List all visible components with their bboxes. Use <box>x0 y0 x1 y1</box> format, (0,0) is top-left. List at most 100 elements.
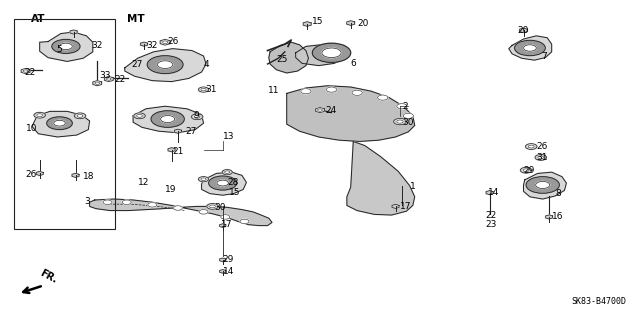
Text: FR.: FR. <box>38 268 59 285</box>
Circle shape <box>163 41 168 44</box>
Polygon shape <box>296 44 349 66</box>
Circle shape <box>352 90 362 95</box>
Text: 3: 3 <box>84 197 90 206</box>
Text: 4: 4 <box>204 60 209 69</box>
Text: 7: 7 <box>541 52 547 61</box>
Text: 22: 22 <box>24 68 36 76</box>
Text: 9: 9 <box>193 111 199 120</box>
Text: 19: 19 <box>165 185 177 194</box>
Text: 18: 18 <box>83 172 95 181</box>
Circle shape <box>173 206 182 210</box>
Circle shape <box>322 48 341 58</box>
Text: 30: 30 <box>214 203 226 212</box>
Circle shape <box>524 45 536 51</box>
Text: 22: 22 <box>485 211 497 220</box>
Circle shape <box>199 210 208 214</box>
Text: 1: 1 <box>410 182 415 191</box>
Polygon shape <box>21 68 30 74</box>
Text: 28: 28 <box>227 178 239 187</box>
Circle shape <box>122 200 131 204</box>
Polygon shape <box>303 22 311 26</box>
Text: 21: 21 <box>173 147 184 156</box>
Circle shape <box>60 43 72 50</box>
Circle shape <box>317 109 323 111</box>
Polygon shape <box>125 49 206 82</box>
Circle shape <box>221 215 230 219</box>
Circle shape <box>148 203 157 207</box>
Polygon shape <box>220 269 226 273</box>
Circle shape <box>397 104 407 109</box>
Circle shape <box>195 116 200 118</box>
Text: 29: 29 <box>524 166 535 175</box>
Circle shape <box>538 156 543 159</box>
Polygon shape <box>269 42 308 73</box>
Polygon shape <box>316 108 324 113</box>
Circle shape <box>23 70 28 72</box>
Text: 5: 5 <box>56 45 62 54</box>
Text: 6: 6 <box>351 59 356 68</box>
Circle shape <box>397 120 403 123</box>
Text: 22: 22 <box>114 75 125 84</box>
Text: 32: 32 <box>91 41 102 50</box>
Circle shape <box>515 40 545 56</box>
Circle shape <box>47 117 72 130</box>
Circle shape <box>36 114 42 117</box>
Circle shape <box>137 115 143 117</box>
Circle shape <box>191 114 203 120</box>
Circle shape <box>394 118 406 125</box>
Text: 14: 14 <box>488 188 499 197</box>
Polygon shape <box>347 21 355 25</box>
Text: 26: 26 <box>168 37 179 46</box>
Circle shape <box>225 171 230 173</box>
Circle shape <box>523 169 529 172</box>
Circle shape <box>207 204 218 209</box>
Polygon shape <box>486 191 493 195</box>
Text: 27: 27 <box>131 60 143 68</box>
Circle shape <box>525 144 537 149</box>
Circle shape <box>378 95 388 100</box>
Polygon shape <box>545 215 553 219</box>
Polygon shape <box>93 81 102 86</box>
Text: SK83-B4700D: SK83-B4700D <box>571 297 626 306</box>
Circle shape <box>106 78 111 80</box>
Polygon shape <box>174 129 182 133</box>
Circle shape <box>222 170 232 175</box>
Circle shape <box>326 87 337 92</box>
Text: 15: 15 <box>229 188 241 197</box>
Text: 23: 23 <box>485 220 497 229</box>
Polygon shape <box>202 172 246 195</box>
Polygon shape <box>168 148 175 152</box>
Circle shape <box>147 56 183 74</box>
Text: 31: 31 <box>205 85 216 94</box>
Polygon shape <box>140 42 148 46</box>
Circle shape <box>536 181 550 188</box>
Text: 10: 10 <box>26 124 37 132</box>
Circle shape <box>210 205 215 208</box>
Circle shape <box>161 116 175 123</box>
Bar <box>14 19 115 229</box>
Circle shape <box>34 112 45 118</box>
Polygon shape <box>520 28 527 33</box>
Circle shape <box>157 61 173 68</box>
Polygon shape <box>104 76 113 82</box>
Circle shape <box>201 178 206 180</box>
Circle shape <box>134 113 145 119</box>
Polygon shape <box>70 30 77 34</box>
Text: 29: 29 <box>223 255 234 264</box>
Circle shape <box>74 113 86 119</box>
Polygon shape <box>509 36 552 60</box>
Circle shape <box>198 177 209 182</box>
Polygon shape <box>133 106 204 133</box>
Text: 11: 11 <box>268 86 279 95</box>
Circle shape <box>520 167 532 173</box>
Polygon shape <box>32 111 90 137</box>
Polygon shape <box>392 204 399 208</box>
Text: 31: 31 <box>536 153 548 162</box>
Text: 15: 15 <box>312 17 324 26</box>
Polygon shape <box>72 173 79 177</box>
Text: 30: 30 <box>402 118 413 127</box>
Polygon shape <box>40 32 93 61</box>
Circle shape <box>535 155 547 160</box>
Circle shape <box>103 200 112 204</box>
Text: 25: 25 <box>276 55 288 64</box>
